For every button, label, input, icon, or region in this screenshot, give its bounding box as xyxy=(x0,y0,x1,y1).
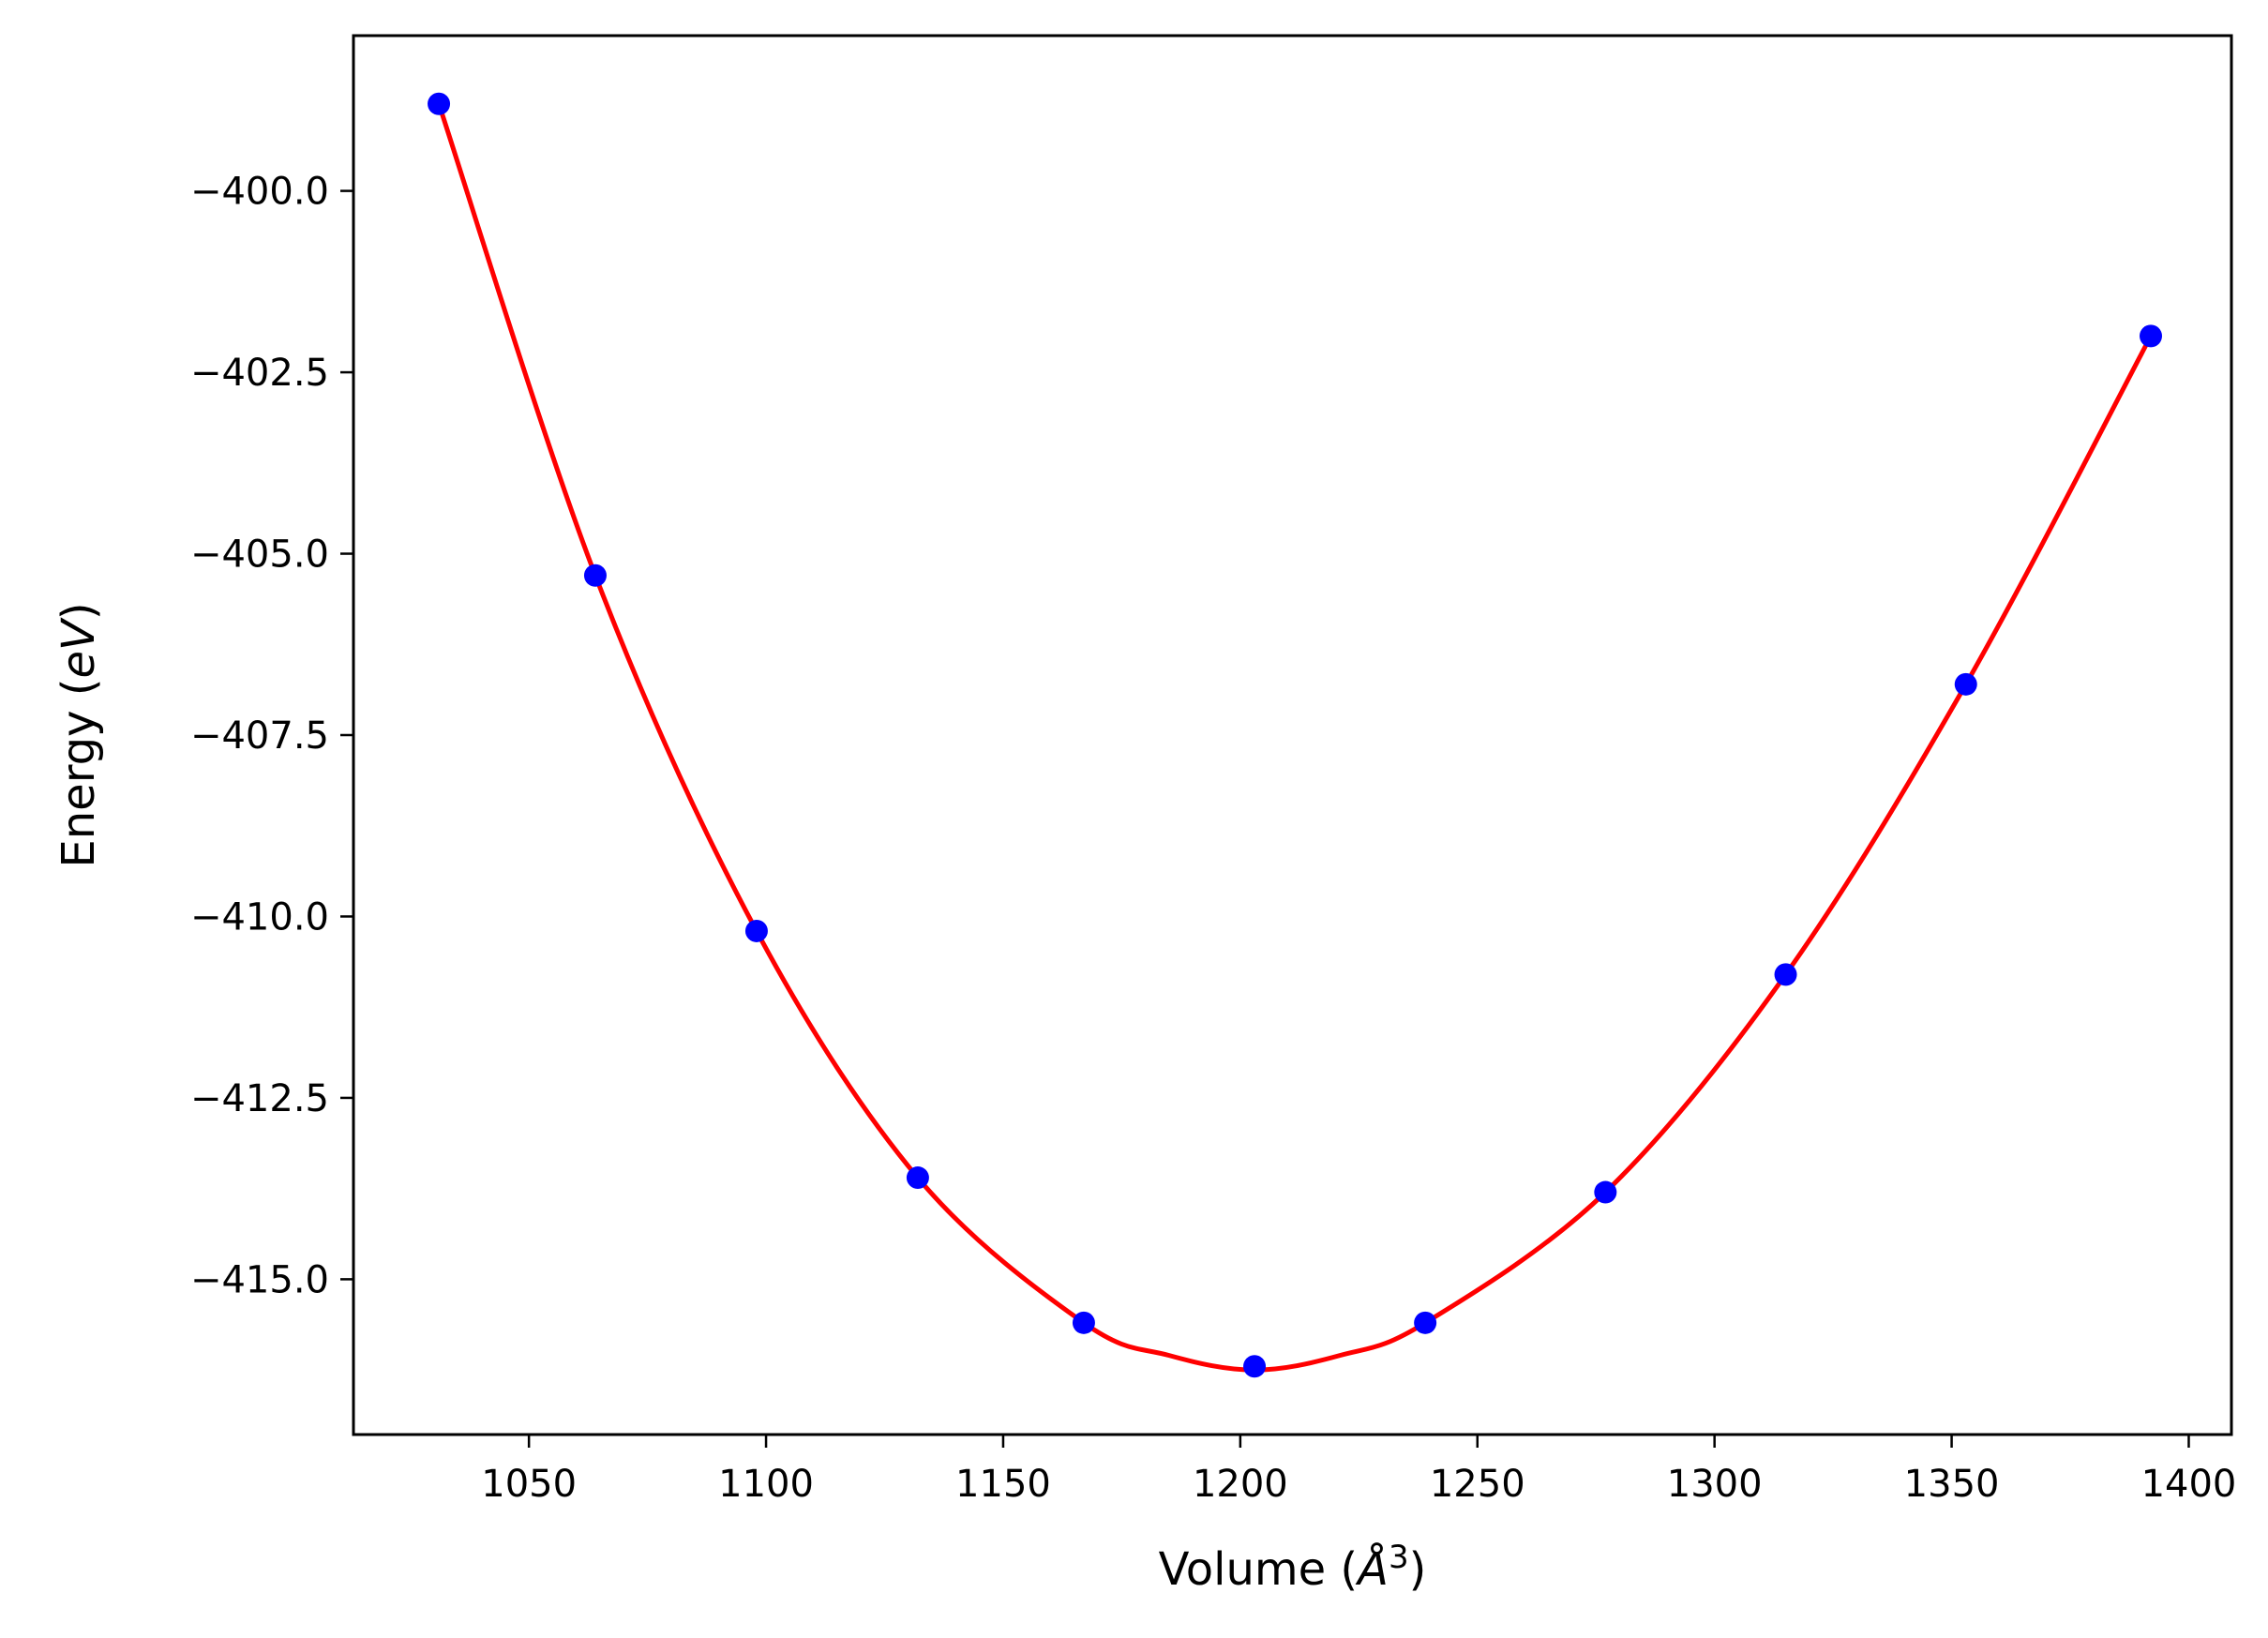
x-axis-label-unit: Å xyxy=(1355,1542,1389,1596)
x-tick-label: 1100 xyxy=(718,1463,814,1506)
y-tick-label: −412.5 xyxy=(190,1077,329,1120)
y-axis-label-prefix: Energy ( xyxy=(53,679,105,868)
y-tick-label: −407.5 xyxy=(190,714,329,758)
x-tick-label: 1200 xyxy=(1193,1463,1288,1506)
y-axis-label-suffix: ) xyxy=(53,602,105,620)
y-tick-label: −402.5 xyxy=(190,352,329,395)
x-tick-label: 1400 xyxy=(2141,1463,2237,1506)
x-tick-label: 1350 xyxy=(1904,1463,2000,1506)
fit-curve-layer xyxy=(436,102,2154,1373)
data-point xyxy=(1594,1180,1617,1204)
x-tick-label: 1250 xyxy=(1430,1463,1525,1506)
x-tick-label: 1050 xyxy=(481,1463,577,1506)
x-axis-label-prefix: Volume ( xyxy=(1159,1543,1359,1596)
y-tick-label: −400.0 xyxy=(190,171,329,214)
data-point xyxy=(1072,1311,1095,1334)
y-axis-label-unit: eV xyxy=(53,617,105,679)
data-point xyxy=(1414,1311,1437,1334)
x-axis-ticks: 1050 1100 1150 1200 1250 1300 1350 1400 xyxy=(481,1435,2236,1506)
x-tick-label: 1150 xyxy=(955,1463,1051,1506)
data-point xyxy=(2140,324,2163,348)
data-point xyxy=(1774,963,1797,986)
y-axis-ticks: −400.0 −402.5 −405.0 −407.5 −410.0 −412.5 −415… xyxy=(190,171,353,1301)
fit-curve-line xyxy=(436,102,2154,1373)
data-point xyxy=(583,564,607,587)
plot-area-frame xyxy=(352,34,2233,1436)
y-tick-label: −410.0 xyxy=(190,895,329,939)
data-points-layer xyxy=(428,92,2163,1378)
data-point xyxy=(906,1166,929,1190)
data-point xyxy=(1243,1355,1267,1378)
x-axis-label-superscript: 3 xyxy=(1389,1539,1409,1576)
data-point xyxy=(428,92,451,115)
x-tick-label: 1300 xyxy=(1667,1463,1763,1506)
data-point xyxy=(744,919,768,942)
y-tick-label: −415.0 xyxy=(190,1258,329,1301)
y-axis-label: Energy (eV) xyxy=(53,602,105,867)
data-point xyxy=(1954,672,1977,696)
y-tick-label: −405.0 xyxy=(190,533,329,577)
x-axis-label-suffix: ) xyxy=(1409,1543,1427,1596)
x-axis-label: Volume (Å3) xyxy=(1159,1539,1427,1596)
